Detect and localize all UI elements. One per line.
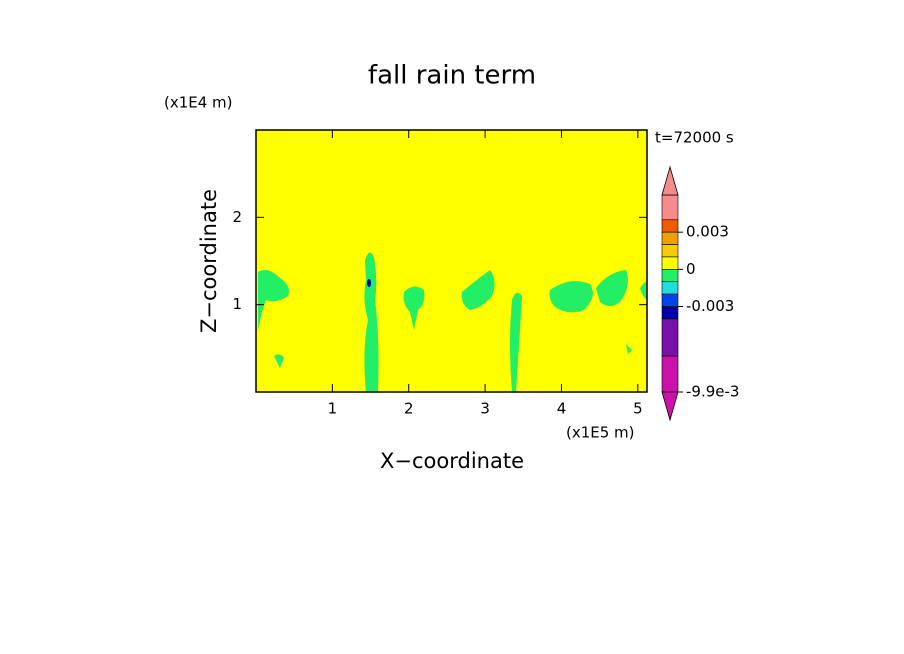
colorbar-segment: [661, 318, 679, 357]
colorbar-segment: [661, 231, 679, 245]
colorbar-extension-top: [661, 165, 679, 196]
x-unit: (x1E5 m): [566, 424, 635, 442]
plot-frame: [255, 129, 648, 393]
x-tick-label: 5: [633, 400, 643, 418]
colorbar-segment: [661, 194, 679, 221]
colorbar-tick-label: 0: [686, 260, 696, 278]
plot-background: [256, 130, 647, 392]
colorbar-segment: [661, 355, 679, 393]
chart-title: fall rain term: [368, 61, 536, 91]
y-tick-label: 2: [232, 208, 242, 226]
colorbar-segment: [661, 306, 679, 320]
y-tick-label: 1: [232, 295, 242, 313]
x-tick-label: 4: [557, 400, 567, 418]
x-tick-label: 2: [404, 400, 414, 418]
y-axis-title: Z−coordinate: [197, 189, 221, 333]
x-tick-label: 1: [328, 400, 338, 418]
x-tick-label: 3: [480, 400, 490, 418]
field-region: [258, 252, 647, 392]
colorbar-tick-label: -0.003: [686, 297, 734, 315]
colorbar-segment: [661, 269, 679, 283]
field-spot: [367, 279, 371, 287]
x-axis-title: X−coordinate: [380, 449, 524, 473]
colorbar-segment: [661, 219, 679, 233]
colorbar-segment: [661, 293, 679, 307]
colorbar-segment: [661, 281, 679, 295]
colorbar-segment: [661, 244, 679, 258]
colorbar-segment: [661, 256, 679, 270]
time-label: t=72000 s: [655, 129, 734, 147]
colorbar-tick-label: -9.9e-3: [686, 383, 739, 401]
colorbar-tick-label: 0.003: [686, 223, 729, 241]
colorbar-extension-bottom: [661, 391, 679, 422]
y-unit: (x1E4 m): [164, 94, 233, 112]
